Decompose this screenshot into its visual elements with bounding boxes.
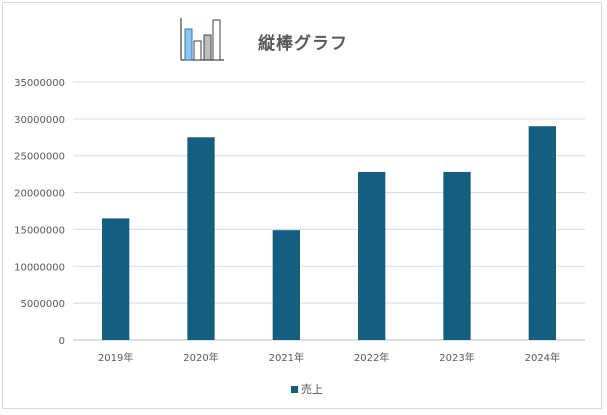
bar	[102, 218, 130, 340]
y-tick-label: 10000000	[14, 262, 65, 273]
legend-label: 売上	[301, 383, 323, 396]
bar	[187, 137, 215, 340]
y-tick-label: 30000000	[14, 115, 65, 126]
x-tick-label: 2022年	[354, 351, 389, 364]
bar	[443, 171, 471, 340]
chart-frame: 縦棒グラフ 0 5000000 10000000 15000000 20000000 25…	[2, 2, 602, 409]
y-tick-label: 35000000	[14, 78, 65, 89]
x-tick-label: 2019年	[98, 351, 133, 364]
y-tick-label: 25000000	[14, 152, 65, 163]
plot-area: 0 5000000 10000000 15000000 20000000 25000000…	[14, 78, 585, 364]
bar	[528, 126, 556, 340]
x-tick-label: 2023年	[439, 351, 474, 364]
bar	[272, 230, 300, 340]
y-tick-label: 20000000	[14, 189, 65, 200]
y-tick-label: 0	[59, 336, 65, 347]
legend-swatch	[291, 385, 298, 393]
y-tick-label: 5000000	[20, 299, 65, 310]
y-tick-label: 15000000	[14, 225, 65, 236]
bar	[358, 171, 386, 340]
bar-chart-icon	[180, 18, 224, 61]
x-tick-label: 2024年	[525, 351, 560, 364]
legend: 売上	[291, 381, 323, 397]
x-tick-label: 2020年	[183, 351, 218, 364]
chart-title: 縦棒グラフ	[258, 34, 348, 54]
x-tick-label: 2021年	[269, 351, 304, 364]
